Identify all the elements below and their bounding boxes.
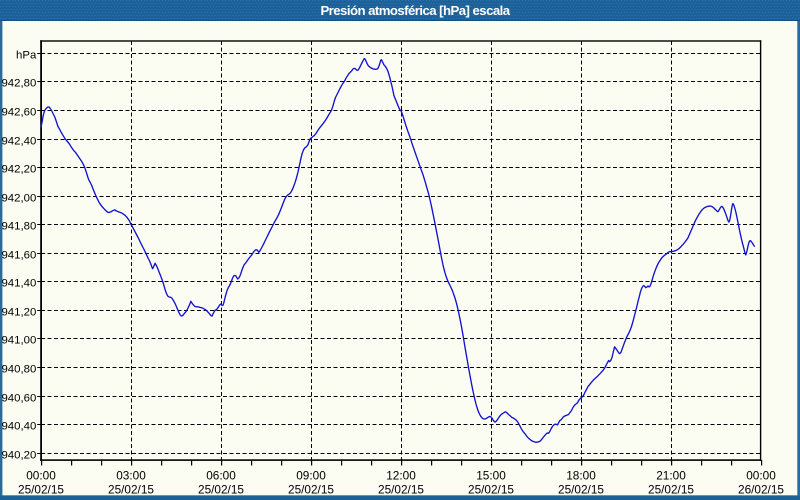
svg-text:940,60: 940,60 <box>1 393 36 405</box>
svg-text:25/02/15: 25/02/15 <box>288 483 334 497</box>
svg-text:25/02/15: 25/02/15 <box>18 483 64 497</box>
svg-text:941,00: 941,00 <box>1 335 36 347</box>
svg-text:941,40: 941,40 <box>1 278 36 290</box>
svg-text:06:00: 06:00 <box>206 468 236 482</box>
svg-text:942,20: 942,20 <box>1 164 36 176</box>
svg-text:18:00: 18:00 <box>566 468 596 482</box>
svg-text:hPa: hPa <box>16 50 37 62</box>
svg-text:21:00: 21:00 <box>656 468 686 482</box>
svg-text:941,20: 941,20 <box>1 307 36 319</box>
svg-text:25/02/15: 25/02/15 <box>468 483 514 497</box>
svg-text:03:00: 03:00 <box>116 468 146 482</box>
svg-text:25/02/15: 25/02/15 <box>648 483 694 497</box>
svg-text:941,80: 941,80 <box>1 221 36 233</box>
svg-text:12:00: 12:00 <box>386 468 416 482</box>
svg-text:15:00: 15:00 <box>476 468 506 482</box>
svg-text:942,40: 942,40 <box>1 136 36 148</box>
svg-text:940,40: 940,40 <box>1 421 36 433</box>
svg-text:940,80: 940,80 <box>1 364 36 376</box>
svg-text:25/02/15: 25/02/15 <box>108 483 154 497</box>
svg-text:940,20: 940,20 <box>1 450 36 462</box>
svg-text:00:00: 00:00 <box>746 468 776 482</box>
svg-text:941,60: 941,60 <box>1 250 36 262</box>
svg-text:942,80: 942,80 <box>1 78 36 90</box>
svg-text:00:00: 00:00 <box>26 468 56 482</box>
svg-text:25/02/15: 25/02/15 <box>558 483 604 497</box>
svg-text:942,00: 942,00 <box>1 193 36 205</box>
svg-text:Presión atmosférica [hPa] esca: Presión atmosférica [hPa] escala <box>320 3 510 18</box>
svg-text:25/02/15: 25/02/15 <box>198 483 244 497</box>
svg-text:25/02/15: 25/02/15 <box>378 483 424 497</box>
svg-text:942,60: 942,60 <box>1 107 36 119</box>
svg-text:09:00: 09:00 <box>296 468 326 482</box>
svg-text:26/02/15: 26/02/15 <box>738 483 784 497</box>
